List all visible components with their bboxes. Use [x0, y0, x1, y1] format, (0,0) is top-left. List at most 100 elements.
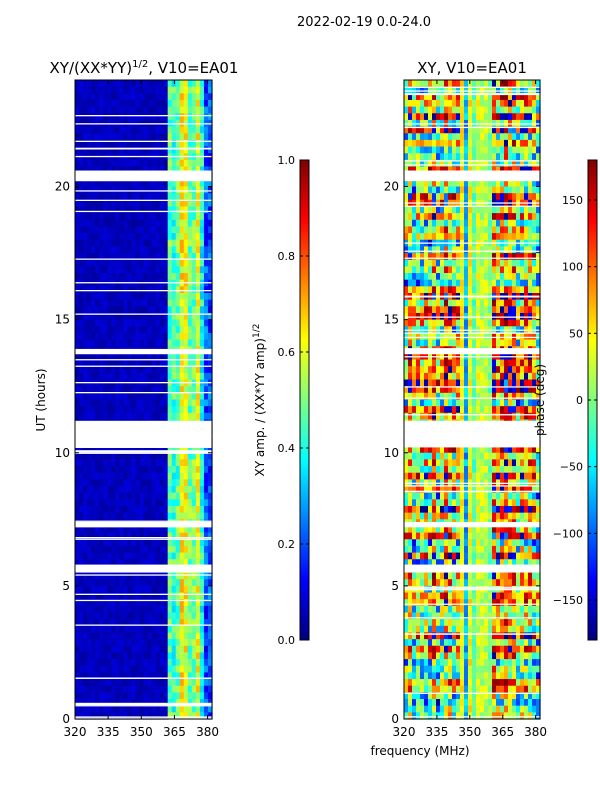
heatmap-cell [428, 193, 433, 201]
heatmap-cell [195, 193, 201, 201]
heatmap-cell [91, 352, 96, 361]
heatmap-cell [155, 86, 161, 94]
heatmap-cell [452, 306, 457, 314]
heatmap-cell [127, 386, 133, 394]
heatmap-cell [504, 80, 509, 88]
heatmap-cell [203, 499, 209, 507]
heatmap-cell [83, 612, 88, 620]
heatmap-cell [183, 572, 189, 580]
heatmap-cell [155, 539, 161, 547]
heatmap-cell [139, 392, 145, 401]
heatmap-cell [87, 312, 92, 321]
heatmap-cell [460, 179, 465, 188]
heatmap-cell [179, 552, 185, 560]
heatmap-cell [428, 206, 433, 214]
heatmap-cell [79, 106, 84, 114]
heatmap-cell [496, 306, 501, 314]
heatmap-cell [135, 632, 141, 640]
heatmap-cell [195, 652, 201, 660]
heatmap-cell [99, 592, 104, 600]
heatmap-cell [464, 126, 469, 134]
heatmap-cell [476, 146, 481, 154]
heatmap-cell [183, 226, 189, 234]
heatmap-cell [135, 273, 141, 281]
heatmap-cell [412, 319, 417, 327]
heatmap-cell [464, 179, 469, 188]
heatmap-cell [119, 126, 124, 134]
heatmap-cell [171, 472, 177, 480]
heatmap-cell [75, 239, 80, 248]
heatmap-cell [404, 133, 409, 141]
heatmap-cell [187, 525, 193, 534]
heatmap-cell [480, 159, 485, 168]
heatmap-cell [424, 306, 429, 314]
amplitude-x-ticks: 320 335 350 365 380 [64, 80, 219, 739]
heatmap-cell [107, 259, 112, 267]
heatmap-cell [404, 306, 409, 314]
heatmap-cell [107, 672, 112, 680]
heatmap-cell [416, 259, 421, 267]
heatmap-cell [448, 213, 453, 221]
heatmap-cell [75, 319, 80, 327]
heatmap-cell [159, 159, 165, 168]
heatmap-cell [175, 612, 181, 620]
heatmap-cell [167, 399, 173, 407]
heatmap-cell [143, 226, 149, 234]
heatmap-cell [203, 86, 209, 94]
heatmap-cell [408, 133, 413, 141]
heatmap-cell [456, 359, 461, 367]
heatmap-cell [504, 279, 509, 287]
heatmap-cell [127, 312, 133, 321]
heatmap-cell [183, 326, 189, 334]
heatmap-cell [448, 259, 453, 267]
heatmap-cell [199, 319, 205, 327]
heatmap-cell [203, 106, 209, 114]
heatmap-cell [480, 259, 485, 267]
heatmap-cell [175, 712, 181, 720]
heatmap-cell [123, 86, 128, 94]
heatmap-cell [119, 159, 124, 168]
heatmap-cell [143, 233, 149, 241]
heatmap-cell [143, 259, 149, 267]
heatmap-cell [79, 166, 84, 174]
heatmap-cell [424, 93, 429, 101]
heatmap-cell [480, 339, 485, 347]
heatmap-cell [171, 466, 177, 474]
heatmap-cell [103, 286, 108, 294]
heatmap-cell [79, 392, 84, 401]
heatmap-cell [139, 459, 145, 467]
heatmap-cell [111, 179, 116, 188]
heatmap-cell [207, 319, 213, 327]
heatmap-cell [95, 625, 100, 634]
heatmap-cell [480, 139, 485, 148]
heatmap-cell [175, 605, 181, 614]
heatmap-cell [151, 619, 157, 627]
heatmap-cell [115, 466, 120, 474]
heatmap-cell [79, 206, 84, 214]
heatmap-cell [139, 352, 145, 361]
heatmap-cell [151, 459, 157, 467]
heatmap-cell [163, 146, 169, 154]
heatmap-cell [139, 446, 145, 454]
heatmap-cell [175, 386, 181, 394]
heatmap-cell [179, 679, 185, 687]
heatmap-cell [520, 153, 525, 161]
heatmap-cell [147, 80, 153, 88]
heatmap-cell [191, 213, 197, 221]
heatmap-cell [75, 106, 80, 114]
heatmap-cell [480, 392, 485, 401]
heatmap-cell [476, 372, 481, 381]
heatmap-cell [460, 286, 465, 294]
heatmap-cell [151, 585, 157, 594]
heatmap-cell [428, 106, 433, 114]
heatmap-cell [500, 366, 505, 374]
heatmap-cell [424, 179, 429, 188]
heatmap-cell [135, 472, 141, 480]
heatmap-cell [107, 659, 112, 667]
heatmap-cell [147, 106, 153, 114]
heatmap-cell [207, 106, 213, 114]
heatmap-cell [420, 339, 425, 347]
heatmap-cell [115, 539, 120, 547]
heatmap-cell [528, 386, 533, 394]
heatmap-cell [428, 233, 433, 241]
